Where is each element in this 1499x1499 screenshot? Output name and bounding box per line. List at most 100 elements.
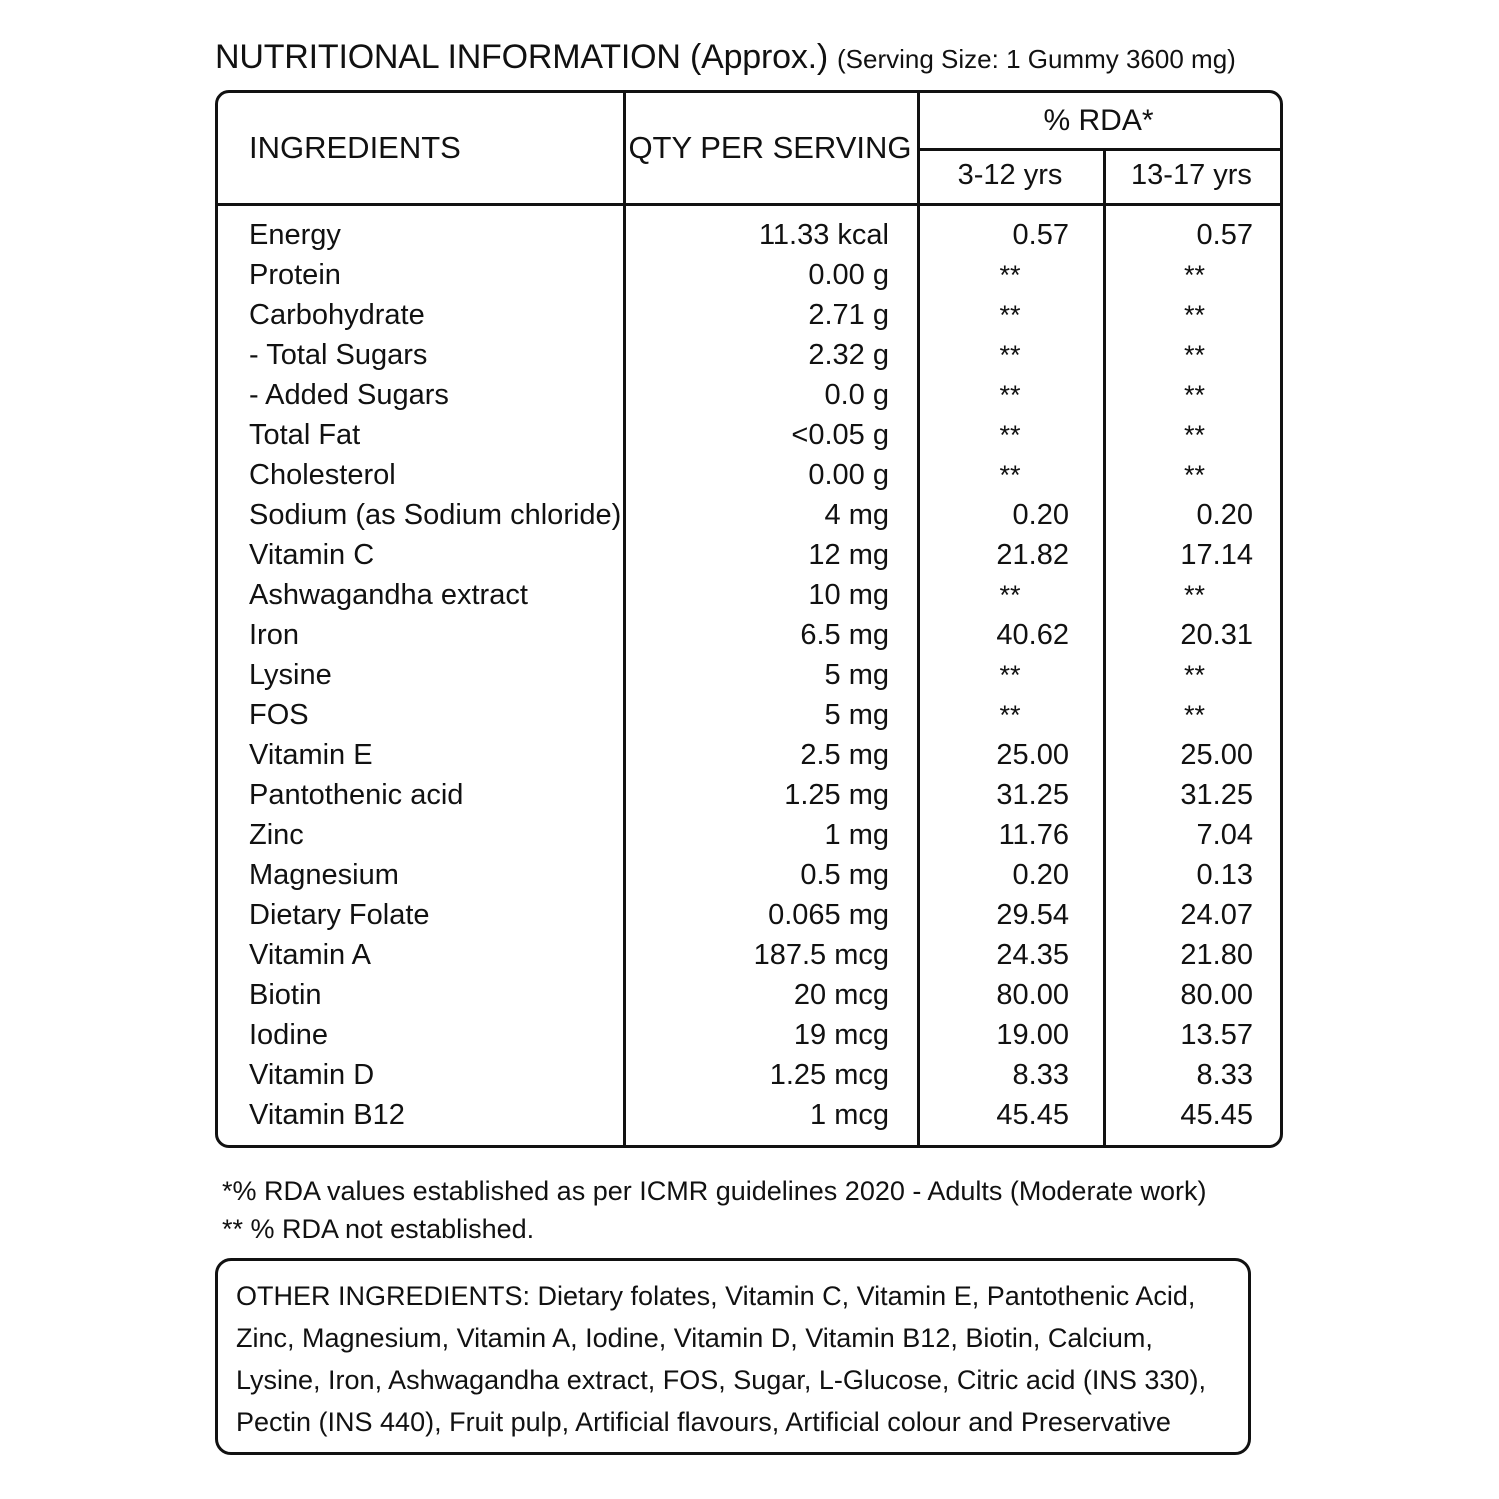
other-ingredients-line: Pectin (INS 440), Fruit pulp, Artificial…	[236, 1407, 1171, 1437]
footnote-line: ** % RDA not established.	[222, 1214, 535, 1244]
table-row: Biotin 20 mcg 80.00 80.00	[218, 975, 1280, 1015]
ingredient-rda-13-17: 13.57	[1180, 1019, 1253, 1051]
ingredient-name: Protein	[249, 259, 341, 291]
ingredient-rda-13-17: 17.14	[1180, 539, 1253, 571]
rda-subheader-divider	[917, 148, 1280, 151]
ingredient-name: Iodine	[249, 1019, 329, 1051]
ingredient-rda-13-17: 0.20	[1196, 499, 1253, 531]
ingredient-rda-13-17: **	[1183, 660, 1205, 690]
ingredient-name: Ashwagandha extract	[249, 579, 528, 611]
ingredient-rda-3-12: 11.76	[998, 819, 1069, 851]
ingredient-rda-13-17: **	[1183, 300, 1205, 330]
ingredient-rda-3-12: **	[999, 700, 1021, 730]
ingredient-qty: 1.25 mcg	[769, 1059, 889, 1091]
ingredient-name: Sodium (as Sodium chloride)	[249, 499, 622, 531]
table-row: - Total Sugars 2.32 g ** **	[218, 335, 1280, 375]
ingredient-qty: 1.25 mg	[784, 779, 889, 811]
ingredient-rda-13-17: 20.31	[1180, 619, 1253, 651]
ingredient-rda-3-12: **	[999, 340, 1021, 370]
ingredient-name: Vitamin B12	[249, 1099, 405, 1131]
table-row: Iron 6.5 mg 40.62 20.31	[218, 615, 1280, 655]
ingredient-rda-13-17: 24.07	[1180, 899, 1253, 931]
serving-size-text: (Serving Size: 1 Gummy 3600 mg)	[837, 44, 1236, 74]
ingredient-rda-3-12: 0.20	[1012, 499, 1069, 531]
table-row: Vitamin E 2.5 mg 25.00 25.00	[218, 735, 1280, 775]
table-header-qty-per-serving: QTY PER SERVING	[628, 130, 912, 165]
table-row: Sodium (as Sodium chloride) 4 mg 0.20 0.20	[218, 495, 1280, 535]
footnotes: *% RDA values established as per ICMR gu…	[222, 1172, 1302, 1248]
ingredient-name: Pantothenic acid	[249, 779, 464, 811]
ingredient-qty: 10 mg	[808, 579, 889, 611]
title-main-text: NUTRITIONAL INFORMATION (Approx.)	[215, 38, 828, 76]
ingredient-name: Vitamin A	[249, 939, 371, 971]
ingredient-rda-3-12: **	[999, 580, 1021, 610]
ingredient-rda-3-12: **	[999, 380, 1021, 410]
ingredient-qty: 0.00 g	[808, 459, 889, 491]
table-header-ingredients: INGREDIENTS	[249, 130, 461, 165]
ingredient-qty: 12 mg	[808, 539, 889, 571]
table-row: Energy 11.33 kcal 0.57 0.57	[218, 215, 1280, 255]
ingredient-rda-3-12: 0.20	[1012, 859, 1069, 891]
ingredient-rda-13-17: 0.13	[1196, 859, 1253, 891]
ingredient-qty: <0.05 g	[791, 419, 889, 451]
ingredient-qty: 0.065 mg	[768, 899, 889, 931]
ingredient-rda-3-12: 45.45	[996, 1099, 1069, 1131]
ingredient-qty: 20 mcg	[793, 979, 889, 1011]
ingredient-name: - Total Sugars	[249, 339, 428, 371]
ingredient-name: Cholesterol	[249, 459, 396, 491]
ingredient-qty: 4 mg	[824, 499, 889, 531]
table-row: Carbohydrate 2.71 g ** **	[218, 295, 1280, 335]
ingredient-qty: 5 mg	[824, 659, 889, 691]
column-divider-ingredients	[623, 93, 626, 1145]
table-header-age-13-17: 13-17 yrs	[1131, 159, 1252, 191]
ingredient-qty: 19 mcg	[793, 1019, 889, 1051]
table-row: - Added Sugars 0.0 g ** **	[218, 375, 1280, 415]
table-row: Vitamin B12 1 mcg 45.45 45.45	[218, 1095, 1280, 1135]
ingredient-rda-13-17: 7.04	[1196, 819, 1253, 851]
other-ingredients-line: OTHER INGREDIENTS: Dietary folates, Vita…	[236, 1281, 1196, 1311]
ingredient-rda-13-17: 0.57	[1196, 219, 1253, 251]
ingredient-rda-13-17: 21.80	[1180, 939, 1253, 971]
table-row: Total Fat <0.05 g ** **	[218, 415, 1280, 455]
ingredient-qty: 0.00 g	[808, 259, 889, 291]
ingredient-rda-13-17: 8.33	[1196, 1059, 1253, 1091]
other-ingredients-line: Lysine, Iron, Ashwagandha extract, FOS, …	[236, 1365, 1206, 1395]
ingredient-rda-13-17: **	[1183, 700, 1205, 730]
ingredient-rda-13-17: **	[1183, 260, 1205, 290]
ingredient-qty: 5 mg	[824, 699, 889, 731]
ingredient-name: Zinc	[249, 819, 304, 851]
table-row: Magnesium 0.5 mg 0.20 0.13	[218, 855, 1280, 895]
ingredient-name: Vitamin D	[249, 1059, 375, 1091]
table-row: Ashwagandha extract 10 mg ** **	[218, 575, 1280, 615]
ingredient-rda-3-12: 8.33	[1012, 1059, 1069, 1091]
footnote-line: *% RDA values established as per ICMR gu…	[222, 1176, 1207, 1206]
ingredient-rda-13-17: 45.45	[1180, 1099, 1253, 1131]
ingredient-rda-13-17: 31.25	[1180, 779, 1253, 811]
table-row: Vitamin C 12 mg 21.82 17.14	[218, 535, 1280, 575]
ingredient-rda-13-17: **	[1183, 340, 1205, 370]
column-divider-rda	[1103, 148, 1106, 1145]
ingredient-rda-13-17: **	[1183, 460, 1205, 490]
table-row: Vitamin D 1.25 mcg 8.33 8.33	[218, 1055, 1280, 1095]
ingredient-qty: 2.5 mg	[800, 739, 889, 771]
ingredient-rda-3-12: **	[999, 460, 1021, 490]
ingredient-name: Iron	[249, 619, 299, 651]
ingredient-qty: 1 mcg	[810, 1099, 889, 1131]
ingredient-rda-13-17: 25.00	[1180, 739, 1253, 771]
table-row: Iodine 19 mcg 19.00 13.57	[218, 1015, 1280, 1055]
ingredient-rda-3-12: 21.82	[996, 539, 1069, 571]
nutrition-table: INGREDIENTS QTY PER SERVING % RDA* 3-12 …	[215, 90, 1283, 1148]
table-row: Protein 0.00 g ** **	[218, 255, 1280, 295]
ingredient-qty: 187.5 mcg	[753, 939, 889, 971]
ingredient-rda-3-12: 31.25	[996, 779, 1069, 811]
ingredient-name: Vitamin C	[249, 539, 375, 571]
ingredient-rda-3-12: 40.62	[996, 619, 1069, 651]
ingredient-rda-13-17: **	[1183, 580, 1205, 610]
table-row: Zinc 1 mg 11.76 7.04	[218, 815, 1280, 855]
column-divider-qty	[917, 93, 920, 1145]
ingredient-qty: 6.5 mg	[800, 619, 889, 651]
other-ingredients-line: Zinc, Magnesium, Vitamin A, Iodine, Vita…	[236, 1323, 1153, 1353]
ingredient-qty: 2.71 g	[808, 299, 889, 331]
ingredient-rda-3-12: **	[999, 260, 1021, 290]
ingredient-name: FOS	[249, 699, 309, 731]
